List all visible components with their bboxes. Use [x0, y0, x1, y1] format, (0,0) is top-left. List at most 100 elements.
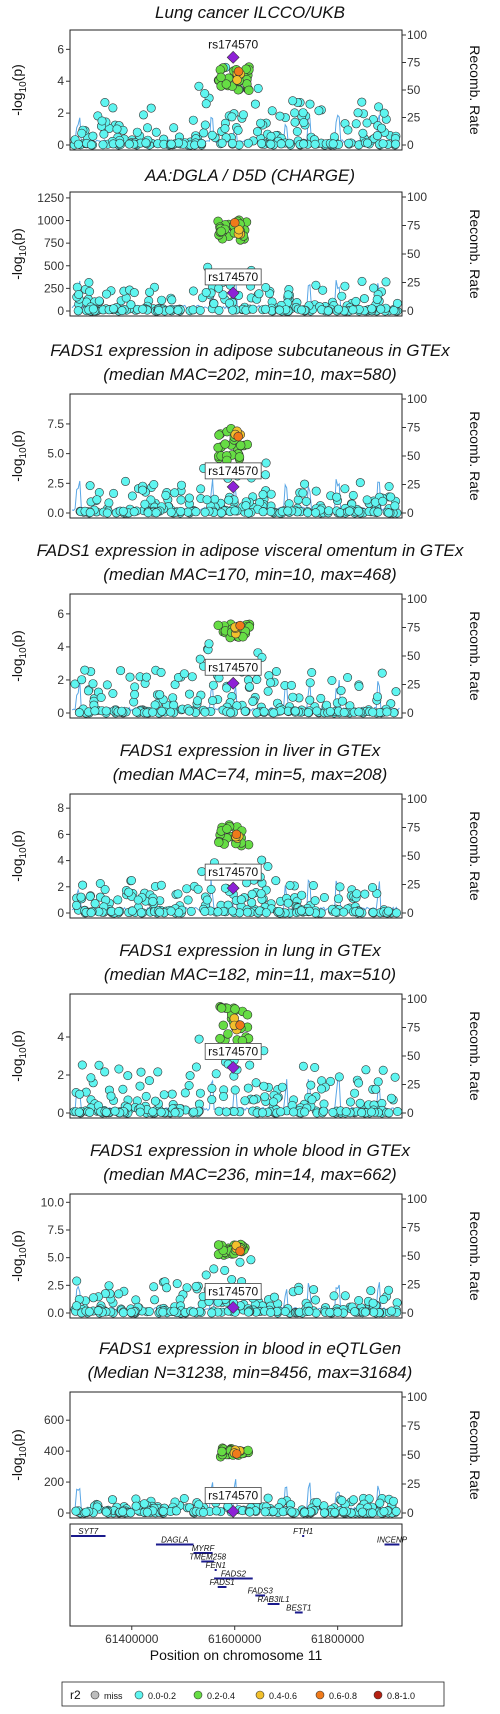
snp-point	[245, 1060, 255, 1070]
snp-point	[243, 907, 253, 917]
right-tick-label: 75	[407, 1419, 421, 1433]
snp-point	[201, 287, 211, 297]
lead-snp-marker	[226, 480, 240, 494]
y-axis-label-sub: 10	[18, 847, 29, 859]
snp-point	[188, 1307, 198, 1317]
snp-point	[139, 110, 149, 120]
snp-point	[288, 692, 298, 702]
snp-point	[303, 707, 313, 717]
snp-point	[367, 304, 377, 314]
snp-point	[292, 127, 302, 137]
snp-point	[384, 1108, 394, 1118]
snp-point	[150, 1295, 160, 1305]
snp-point	[250, 99, 260, 109]
y-tick-label: 6	[57, 827, 64, 841]
lead-snp-label: rs174570	[208, 660, 258, 674]
legend-label: 0.4-0.6	[269, 1691, 297, 1701]
snp-point	[100, 1067, 110, 1077]
snp-point	[256, 118, 266, 128]
snp-point	[219, 1092, 229, 1102]
snp-point	[257, 1108, 267, 1118]
right-tick-label: 50	[407, 649, 421, 663]
snp-point	[108, 1495, 118, 1505]
snp-point	[384, 1285, 394, 1295]
legend-label: 0.2-0.4	[207, 1691, 235, 1701]
snp-point	[260, 1092, 270, 1102]
right-tick-label: 50	[407, 247, 421, 261]
snp-point	[179, 1494, 189, 1504]
snp-point	[304, 1307, 314, 1317]
y-tick-label: 4	[57, 854, 64, 868]
snp-point	[166, 139, 176, 149]
snp-point	[280, 1307, 290, 1317]
snp-point	[338, 1507, 348, 1517]
lead-snp-label-box	[204, 658, 262, 676]
snp-point	[343, 125, 353, 135]
gene-track-area	[69, 1523, 403, 1627]
snp-point	[141, 1091, 151, 1101]
snp-point	[202, 895, 212, 905]
snp-point	[266, 131, 276, 141]
snp-point	[157, 706, 167, 716]
snp-point	[266, 139, 276, 149]
y-tick-label: 250	[44, 281, 64, 295]
snp-point	[145, 287, 155, 297]
snp-point	[368, 707, 378, 717]
snp-point	[331, 907, 341, 917]
snp-point	[131, 1295, 141, 1305]
y-tick-label: 0	[57, 906, 64, 920]
snp-point	[341, 1107, 351, 1117]
right-axis-label: Recomb. Rate	[467, 811, 483, 901]
snp-point	[283, 506, 293, 516]
snp-point	[184, 706, 194, 716]
lead-snp-label: rs174570	[208, 865, 258, 879]
snp-point	[252, 674, 262, 684]
panel-2: AA:DGLA / D5D (CHARGE)025050075010001250…	[9, 166, 483, 318]
panel-title: FADS1 expression in blood in eQTLGen	[99, 1339, 401, 1358]
y-tick-label: 5.0	[47, 447, 64, 461]
snp-point	[129, 288, 139, 298]
snp-point	[72, 1301, 82, 1311]
right-tick-label: 100	[407, 592, 427, 606]
snp-point	[94, 1060, 104, 1070]
snp-point	[305, 695, 315, 705]
y-tick-label: 2	[57, 880, 64, 894]
y-axis-label-sub: 10	[18, 81, 29, 93]
snp-point	[93, 1306, 103, 1316]
snp-point	[362, 495, 372, 505]
panel-3: FADS1 expression in adipose subcutaneous…	[9, 341, 483, 520]
snp-point	[350, 1307, 360, 1317]
gene-label: FADS3	[248, 1587, 274, 1596]
gene-label: FTH1	[293, 1527, 313, 1536]
snp-point-ld	[218, 1020, 229, 1031]
snp-point	[290, 108, 300, 118]
snp-point	[314, 106, 324, 116]
snp-point	[140, 499, 150, 509]
y-tick-label: 600	[44, 1413, 64, 1427]
snp-point	[109, 304, 119, 314]
snp-point	[200, 120, 210, 130]
snp-point	[218, 290, 228, 300]
snp-point-ld	[213, 1240, 224, 1250]
lead-snp-marker	[226, 881, 240, 895]
y-tick-label: 1000	[37, 214, 64, 228]
snp-point	[311, 280, 321, 290]
right-tick-label: 0	[407, 706, 414, 720]
snp-point	[300, 479, 310, 489]
snp-point	[355, 478, 365, 488]
snp-point	[104, 1281, 114, 1291]
snp-point	[113, 895, 123, 905]
right-tick-label: 25	[407, 1278, 421, 1292]
snp-point	[288, 96, 298, 106]
snp-point	[310, 139, 320, 149]
snp-point	[84, 1307, 94, 1317]
snp-point	[334, 1072, 344, 1082]
snp-point	[216, 508, 226, 518]
snp-point	[374, 102, 384, 112]
y-tick-label: 4	[57, 74, 64, 88]
snp-point	[100, 98, 110, 108]
gene-label: SYT7	[78, 1527, 99, 1536]
gene-label: INCENP	[377, 1536, 408, 1545]
snp-point-high-ld	[232, 75, 242, 85]
lead-snp-label-box	[204, 268, 262, 286]
